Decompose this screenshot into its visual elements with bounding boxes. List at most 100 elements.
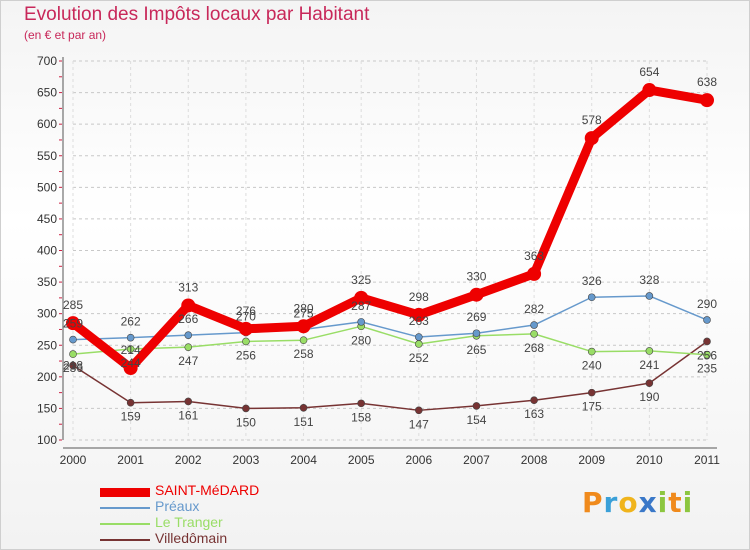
data-point bbox=[415, 406, 423, 415]
y-tick-label: 250 bbox=[37, 338, 57, 352]
data-label: 161 bbox=[178, 408, 198, 422]
data-label: 163 bbox=[524, 407, 544, 421]
data-label: 154 bbox=[466, 413, 486, 427]
data-point bbox=[238, 321, 253, 336]
data-point bbox=[184, 331, 193, 339]
data-label: 258 bbox=[294, 347, 314, 361]
data-label: 159 bbox=[121, 410, 141, 424]
logo-letter: r bbox=[603, 486, 619, 519]
x-tick-label: 2009 bbox=[578, 453, 605, 467]
data-point bbox=[69, 335, 77, 344]
data-label: 276 bbox=[236, 304, 256, 318]
data-label: 247 bbox=[178, 354, 198, 368]
data-label: 280 bbox=[294, 301, 314, 315]
data-point bbox=[126, 345, 135, 353]
data-label: 330 bbox=[466, 270, 486, 284]
data-point bbox=[126, 398, 135, 407]
data-point bbox=[700, 93, 714, 108]
series-line-3 bbox=[72, 340, 708, 412]
data-label: 252 bbox=[409, 351, 429, 365]
data-point bbox=[357, 399, 365, 408]
y-tick-label: 100 bbox=[37, 433, 57, 447]
y-tick-label: 500 bbox=[37, 180, 57, 194]
data-label: 218 bbox=[63, 358, 83, 372]
x-tick-label: 2010 bbox=[636, 453, 663, 467]
data-label: 259 bbox=[63, 317, 83, 331]
legend-label: SAINT-MéDARD bbox=[155, 482, 260, 498]
y-tick-label: 400 bbox=[37, 244, 57, 258]
data-label: 244 bbox=[121, 356, 141, 370]
data-label: 325 bbox=[351, 273, 371, 287]
data-label: 363 bbox=[524, 249, 544, 263]
logo-letter: o bbox=[618, 486, 639, 519]
x-tick-label: 2011 bbox=[694, 453, 720, 467]
data-label: 158 bbox=[351, 410, 371, 424]
data-point bbox=[587, 293, 596, 302]
data-point bbox=[242, 404, 250, 413]
x-tick-label: 2004 bbox=[290, 453, 317, 467]
data-label: 265 bbox=[466, 343, 486, 357]
legend-swatch bbox=[100, 523, 150, 525]
data-label: 256 bbox=[236, 348, 256, 362]
legend-label: Préaux bbox=[155, 498, 200, 514]
data-label: 235 bbox=[697, 362, 717, 376]
y-tick-label: 550 bbox=[37, 149, 57, 163]
data-point bbox=[472, 329, 481, 338]
y-tick-label: 650 bbox=[37, 86, 57, 100]
data-label: 151 bbox=[294, 415, 314, 429]
y-tick-label: 600 bbox=[37, 117, 57, 131]
data-label: 285 bbox=[63, 298, 83, 312]
data-label: 326 bbox=[582, 274, 602, 288]
data-label: 638 bbox=[697, 75, 717, 89]
y-tick-label: 200 bbox=[37, 370, 57, 384]
data-point bbox=[415, 340, 423, 348]
data-label: 262 bbox=[121, 315, 141, 329]
logo-letter: P bbox=[582, 486, 604, 519]
data-label: 298 bbox=[409, 290, 429, 304]
series-line-2 bbox=[72, 325, 708, 356]
logo-letter: t bbox=[668, 486, 683, 519]
legend-swatch bbox=[100, 487, 150, 497]
y-tick-label: 700 bbox=[37, 54, 57, 68]
data-point bbox=[703, 316, 711, 324]
data-point bbox=[69, 350, 77, 358]
data-label: 287 bbox=[351, 299, 371, 313]
data-label: 190 bbox=[639, 390, 659, 404]
data-point bbox=[354, 290, 369, 305]
data-point bbox=[242, 337, 250, 346]
data-label: 266 bbox=[178, 312, 198, 326]
x-tick-label: 2000 bbox=[60, 453, 87, 467]
legend-swatch bbox=[100, 507, 150, 509]
chart-subtitle: (en € et par an) bbox=[24, 28, 107, 42]
data-point bbox=[184, 397, 193, 406]
data-point bbox=[703, 337, 711, 346]
data-label: 290 bbox=[697, 297, 717, 311]
data-label: 263 bbox=[409, 314, 429, 328]
x-tick-label: 2008 bbox=[521, 453, 548, 467]
data-point bbox=[69, 361, 77, 370]
legend-swatch bbox=[100, 539, 150, 541]
data-label: 236 bbox=[63, 361, 83, 375]
data-point bbox=[645, 379, 654, 387]
data-label: 150 bbox=[236, 415, 256, 429]
legend-label: Villedômain bbox=[155, 530, 228, 546]
data-label: 275 bbox=[294, 306, 314, 320]
data-point bbox=[66, 316, 80, 331]
logo-letter: i bbox=[682, 486, 694, 519]
data-point bbox=[411, 307, 426, 322]
data-point bbox=[181, 298, 196, 313]
data-point bbox=[587, 388, 596, 397]
y-tick-label: 300 bbox=[37, 307, 57, 321]
data-point bbox=[123, 360, 138, 375]
proxiti-logo: Proxiti bbox=[582, 486, 693, 519]
data-point bbox=[469, 287, 484, 302]
data-label: 328 bbox=[639, 273, 659, 287]
chart-title: Evolution des Impôts locaux par Habitant bbox=[24, 4, 370, 25]
data-label: 578 bbox=[582, 113, 602, 127]
data-label: 654 bbox=[639, 65, 659, 79]
data-point bbox=[299, 403, 308, 412]
data-point bbox=[642, 83, 657, 98]
x-tick-label: 2002 bbox=[175, 453, 202, 467]
